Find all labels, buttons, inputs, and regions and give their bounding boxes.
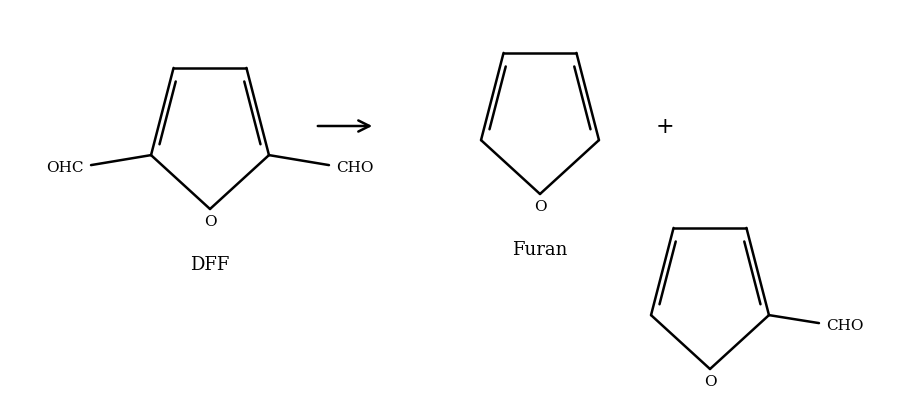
Text: +: + xyxy=(655,116,674,138)
Text: DFF: DFF xyxy=(191,255,229,273)
Text: OHC: OHC xyxy=(47,161,84,175)
Text: CHO: CHO xyxy=(336,161,373,175)
Text: CHO: CHO xyxy=(826,318,863,332)
Text: O: O xyxy=(704,374,717,388)
Text: Furan: Furan xyxy=(512,241,567,258)
Text: O: O xyxy=(204,215,217,229)
Text: O: O xyxy=(534,200,547,213)
